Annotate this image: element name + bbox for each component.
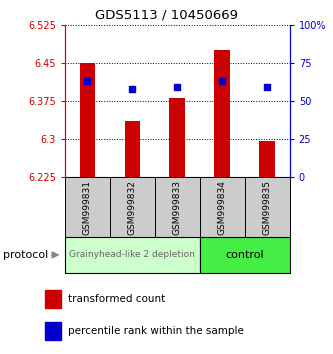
Text: transformed count: transformed count — [69, 294, 166, 304]
FancyBboxPatch shape — [65, 177, 110, 237]
Point — [174, 84, 180, 90]
Bar — [125, 121, 140, 177]
Point — [220, 78, 225, 84]
Point — [130, 86, 135, 92]
Point — [264, 84, 270, 90]
Text: GSM999833: GSM999833 — [173, 179, 182, 235]
FancyBboxPatch shape — [155, 177, 200, 237]
Bar — [80, 63, 95, 177]
Text: GSM999831: GSM999831 — [83, 179, 92, 235]
Bar — [214, 50, 230, 177]
FancyBboxPatch shape — [110, 177, 155, 237]
Text: control: control — [225, 250, 264, 260]
Text: Grainyhead-like 2 depletion: Grainyhead-like 2 depletion — [69, 250, 195, 259]
FancyBboxPatch shape — [65, 237, 200, 273]
Text: GDS5113 / 10450669: GDS5113 / 10450669 — [95, 9, 238, 22]
Bar — [45, 290, 61, 308]
Text: GSM999835: GSM999835 — [263, 179, 272, 235]
FancyBboxPatch shape — [245, 177, 290, 237]
Text: GSM999834: GSM999834 — [218, 179, 227, 235]
Text: protocol: protocol — [3, 250, 49, 260]
Text: GSM999832: GSM999832 — [128, 179, 137, 235]
Bar — [45, 322, 61, 340]
FancyBboxPatch shape — [200, 177, 245, 237]
Bar — [259, 142, 275, 177]
Text: percentile rank within the sample: percentile rank within the sample — [69, 326, 244, 336]
Point — [85, 78, 90, 84]
FancyBboxPatch shape — [200, 237, 290, 273]
Bar — [169, 98, 185, 177]
